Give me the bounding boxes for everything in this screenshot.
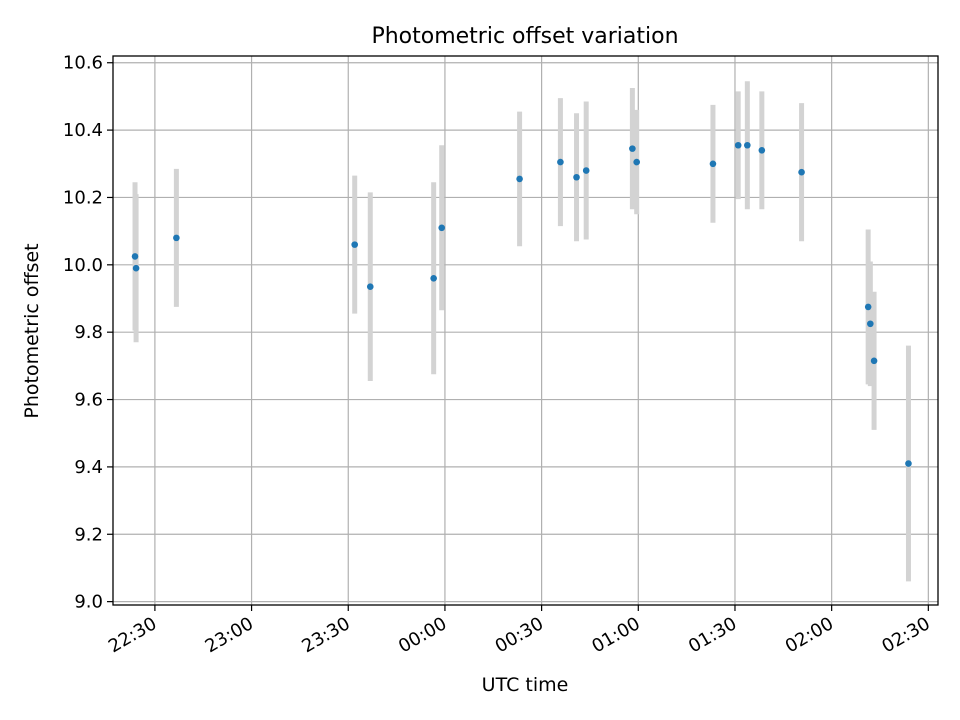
data-points <box>131 141 912 467</box>
data-point <box>758 147 766 154</box>
y-tick-label: 10.6 <box>63 53 103 74</box>
data-point <box>573 173 580 181</box>
y-axis-label: Photometric offset <box>21 243 43 418</box>
plot-frame <box>112 55 939 606</box>
x-axis-label: UTC time <box>482 674 569 696</box>
data-point <box>870 357 878 365</box>
data-point <box>582 167 590 174</box>
data-point <box>438 224 446 232</box>
data-point <box>366 283 374 291</box>
data-point <box>173 234 180 242</box>
data-point <box>132 264 140 272</box>
data-point <box>131 253 139 260</box>
data-point <box>709 160 717 168</box>
data-point <box>798 168 805 176</box>
y-tick-label: 9.2 <box>74 524 103 545</box>
y-tick-label: 10.0 <box>63 255 103 276</box>
chart-title: Photometric offset variation <box>371 24 678 49</box>
data-point <box>633 158 640 166</box>
data-point <box>629 145 636 152</box>
y-tick-label: 10.4 <box>63 120 103 141</box>
data-point <box>516 175 523 183</box>
data-point <box>905 460 912 467</box>
y-tick-label: 9.6 <box>74 390 103 411</box>
y-tick-label: 9.4 <box>74 457 103 478</box>
data-point <box>864 303 872 311</box>
y-tick-label: 9.8 <box>74 322 103 343</box>
y-tick-label: 10.2 <box>63 187 103 208</box>
data-point <box>734 141 742 149</box>
data-point <box>557 158 564 166</box>
data-point <box>744 141 751 149</box>
data-point <box>867 320 874 328</box>
data-point <box>430 274 437 282</box>
data-point <box>351 241 358 248</box>
y-tick-label: 9.0 <box>74 592 103 613</box>
